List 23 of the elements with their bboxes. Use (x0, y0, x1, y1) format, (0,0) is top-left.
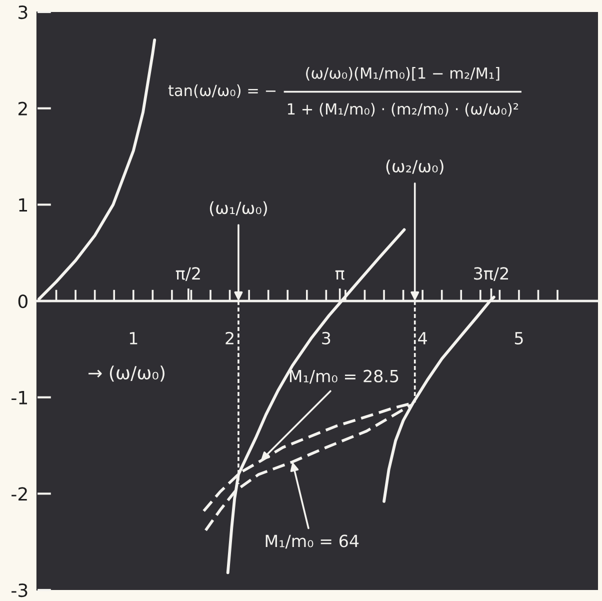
y-tick-label: 0 (18, 294, 28, 308)
x2-tick-label: π/2 (176, 267, 200, 282)
y-tick-label: -2 (12, 487, 27, 501)
x-tick-label: 5 (514, 332, 523, 344)
annotation: (ω/ω₀)(M₁/m₀)[1 − m₂/M₁] (306, 67, 500, 81)
x2-tick-label: π (335, 270, 344, 280)
y-tick-label: -1 (12, 391, 27, 404)
x-axis-title: → (ω/ω₀) (88, 366, 164, 382)
y-tick-label: 2 (18, 102, 27, 116)
x2-tick-label: 3π/2 (474, 267, 508, 282)
x-tick-label: 3 (322, 332, 330, 344)
annotation: M₁/m₀ = 64 (266, 534, 359, 549)
x-tick-label: 1 (130, 332, 138, 344)
annotation: (ω₁/ω₀) (210, 201, 267, 216)
y-tick-label: -3 (12, 583, 28, 598)
y-tick-label: 3 (18, 5, 28, 20)
x-tick-label: 2 (226, 332, 234, 344)
annotation: 1 + (M₁/m₀) · (m₂/m₀) · (ω/ω₀)² (288, 102, 518, 116)
y-tick-label: 1 (19, 198, 27, 212)
annotation: (ω₂/ω₀) (386, 160, 444, 174)
annotation: M₁/m₀ = 28.5 (290, 370, 398, 384)
annotation: tan(ω/ω₀) = − (168, 84, 276, 98)
x-tick-label: 4 (418, 332, 427, 344)
